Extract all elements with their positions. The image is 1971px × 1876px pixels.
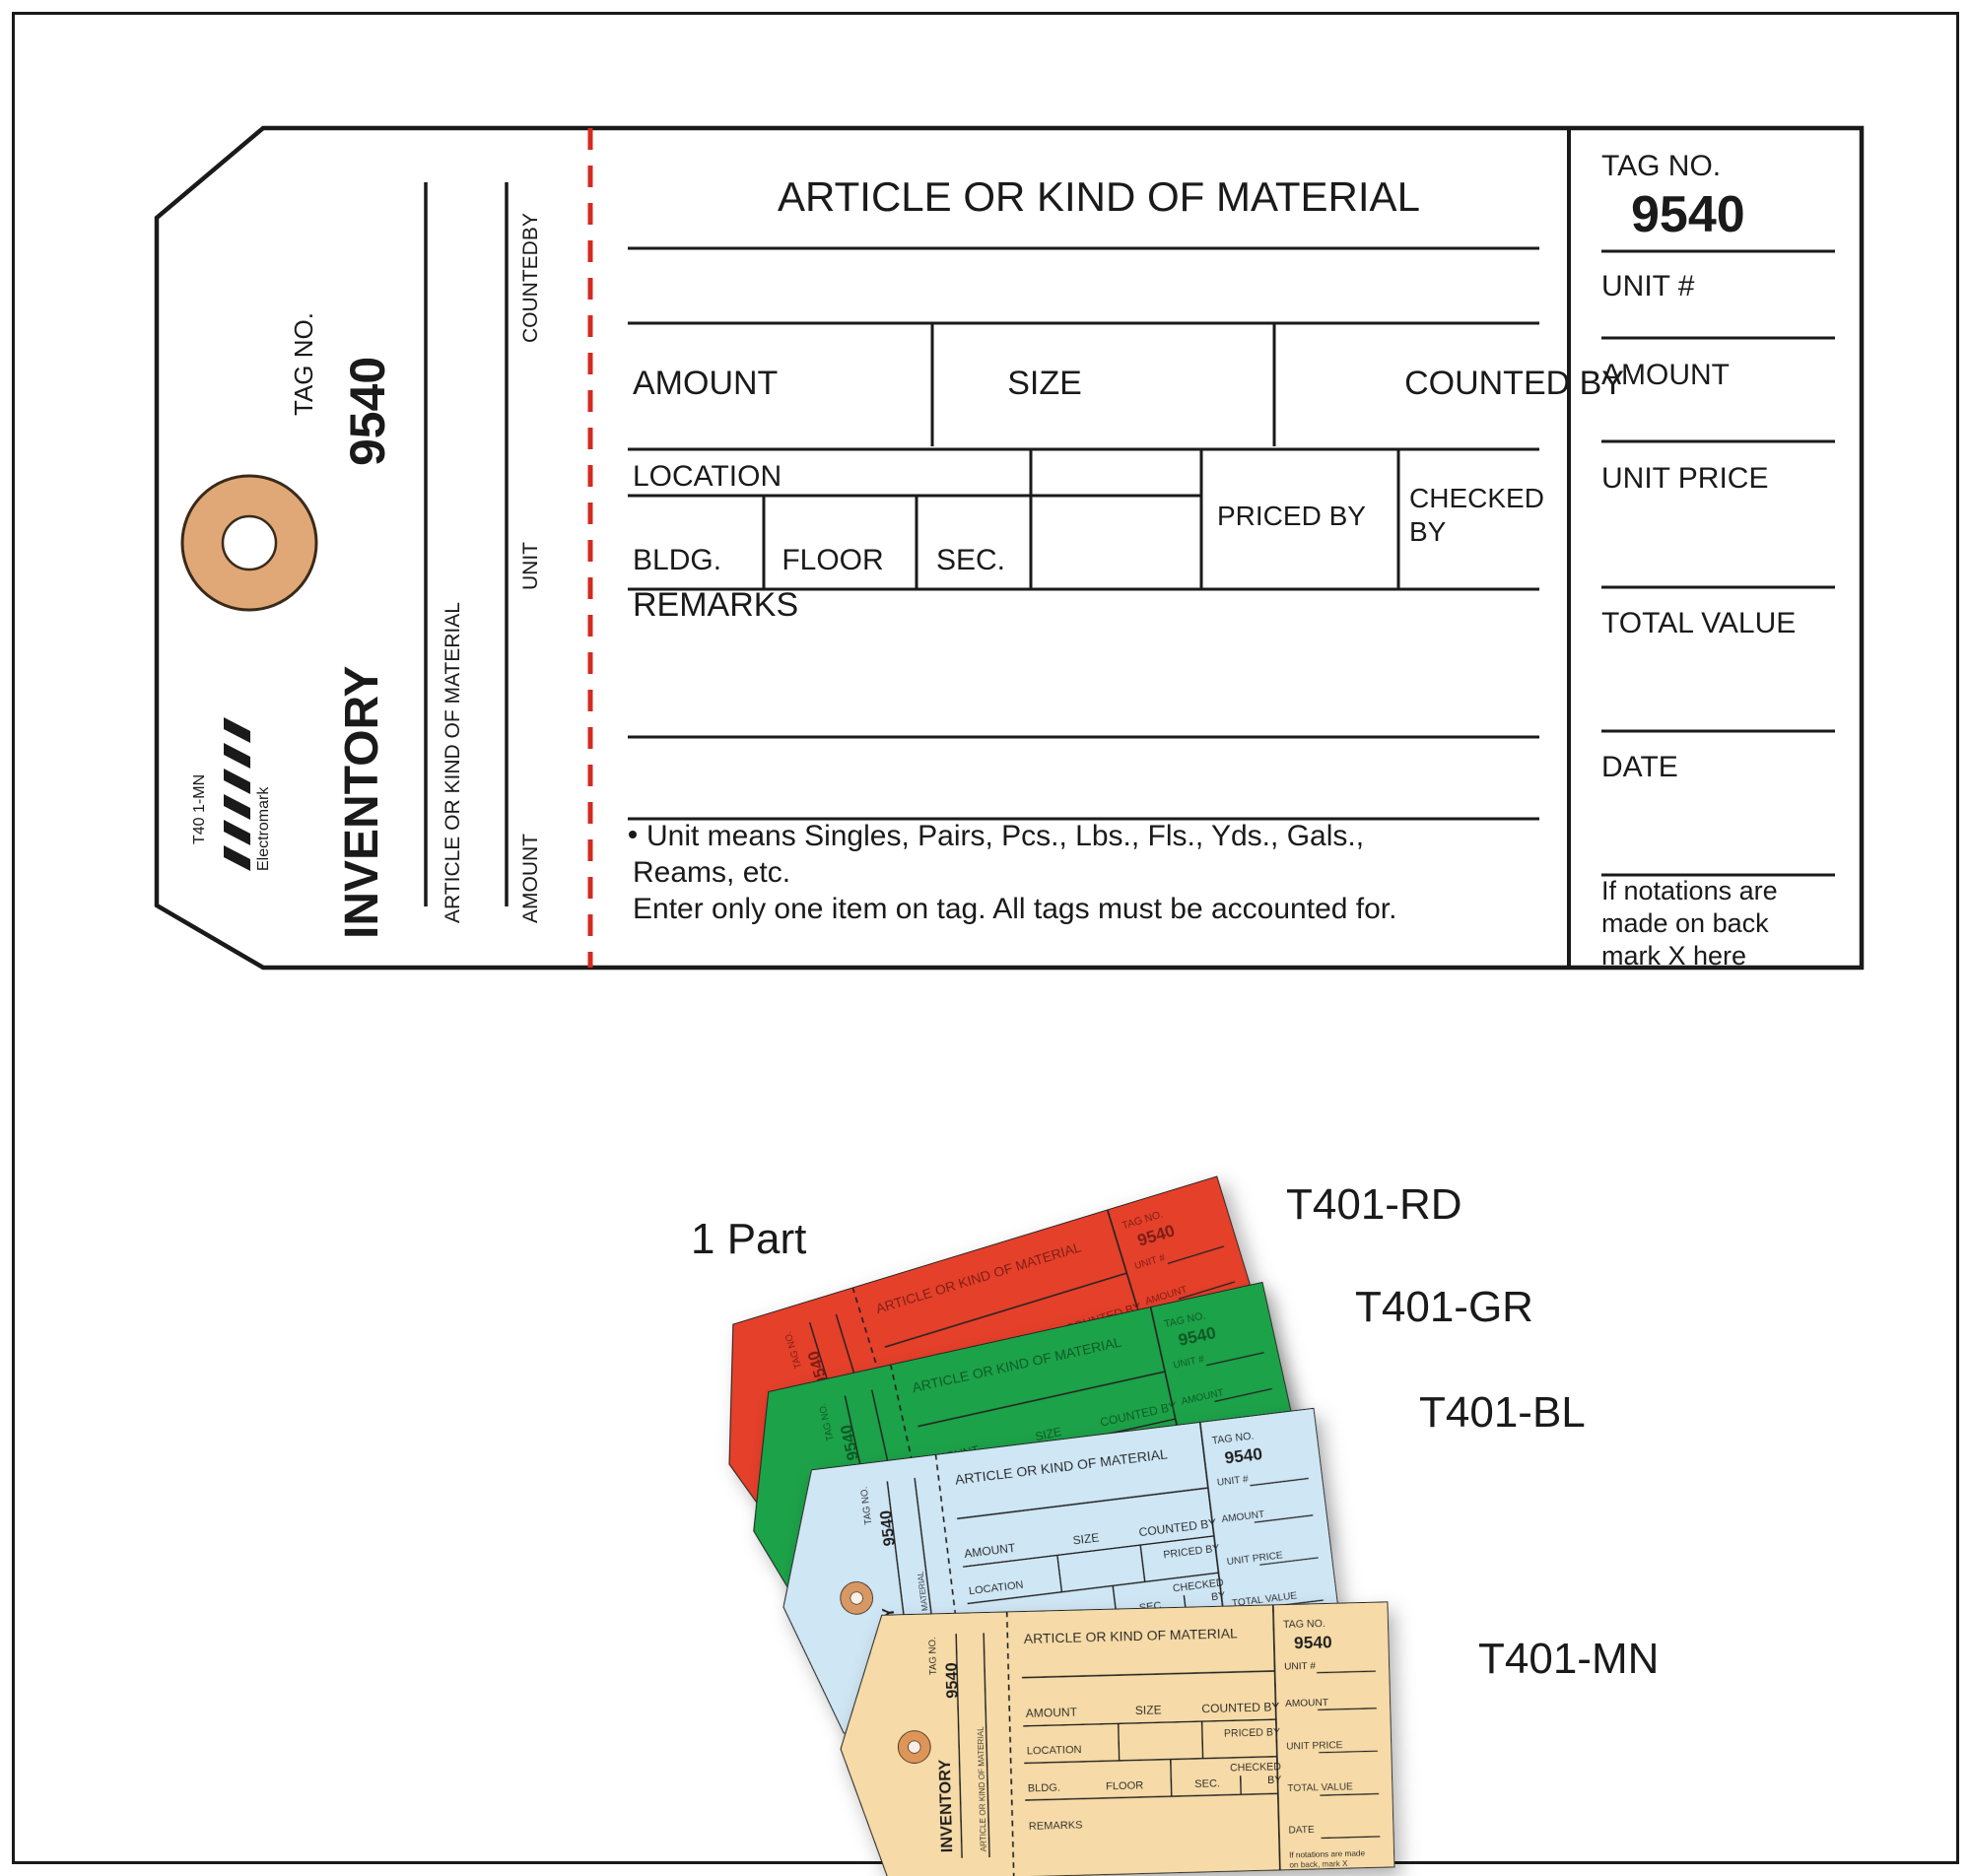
svg-text:T401-BL: T401-BL: [1419, 1388, 1586, 1437]
svg-text:T401-MN: T401-MN: [1478, 1635, 1659, 1683]
svg-text:1 Part: 1 Part: [691, 1215, 806, 1263]
svg-text:T401-RD: T401-RD: [1286, 1180, 1462, 1229]
svg-text:T401-GR: T401-GR: [1355, 1283, 1533, 1331]
